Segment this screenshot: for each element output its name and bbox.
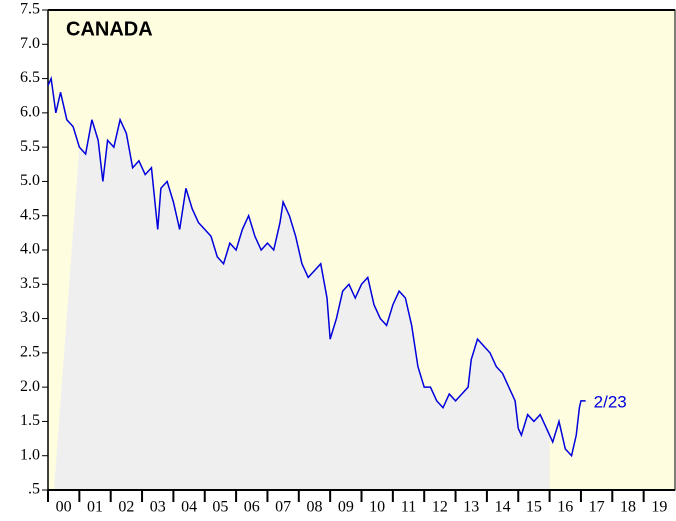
y-tick-label: 2.5: [20, 344, 40, 361]
x-tick-label: 16: [557, 499, 573, 516]
x-tick-label: 15: [526, 499, 542, 516]
y-tick-label: 6.0: [20, 104, 40, 121]
y-tick-label: 6.5: [20, 69, 40, 86]
x-tick-label: 06: [244, 499, 260, 516]
y-tick-label: 2.0: [20, 378, 40, 395]
x-tick-label: 08: [306, 499, 322, 516]
x-tick-label: 01: [87, 499, 103, 516]
y-tick-label: 1.5: [20, 412, 40, 429]
x-tick-label: 12: [432, 499, 448, 516]
y-tick-label: .5: [28, 481, 40, 498]
y-tick-label: 3.0: [20, 309, 40, 326]
y-tick-label: 5.5: [20, 138, 40, 155]
x-tick-label: 14: [495, 499, 511, 516]
x-tick-label: 17: [589, 499, 605, 516]
x-tick-label: 10: [369, 499, 385, 516]
x-tick-label: 00: [56, 499, 72, 516]
x-tick-label: 11: [401, 499, 416, 516]
x-tick-label: 04: [181, 499, 197, 516]
line: [47, 75, 586, 458]
x-tick-label: 19: [651, 499, 667, 516]
x-tick-label: 18: [620, 499, 636, 516]
end-annotation: 2/23: [594, 392, 627, 411]
y-tick-label: 7.5: [20, 1, 40, 18]
y-tick-label: 5.0: [20, 172, 40, 189]
x-tick-label: 03: [150, 499, 166, 516]
x-tick-label: 07: [275, 499, 291, 516]
chart-title: CANADA: [66, 18, 153, 40]
x-tick-label: 02: [118, 499, 134, 516]
shaded-area: [54, 119, 550, 490]
x-tick-label: 09: [338, 499, 354, 516]
y-tick-label: 3.5: [20, 275, 40, 292]
y-tick-label: 7.0: [20, 35, 40, 52]
y-tick-label: 4.5: [20, 206, 40, 223]
x-tick-label: 05: [212, 499, 228, 516]
x-tick-label: 13: [463, 499, 479, 516]
y-tick-label: 4.0: [20, 241, 40, 258]
y-tick-label: 1.0: [20, 446, 40, 463]
